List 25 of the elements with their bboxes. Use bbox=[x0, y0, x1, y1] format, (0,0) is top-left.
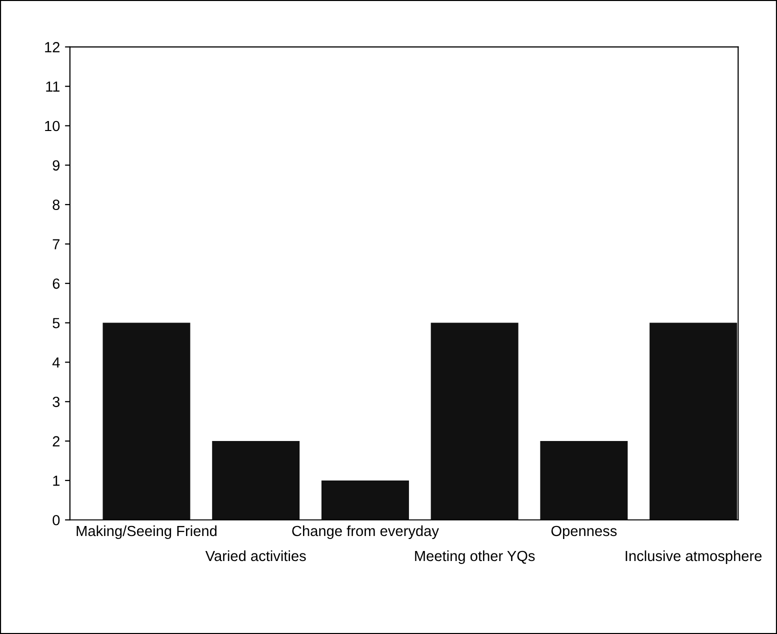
y-tick-label: 12 bbox=[45, 42, 60, 52]
x-tick-label: Change from everyday bbox=[292, 525, 439, 540]
bar bbox=[430, 322, 518, 520]
bar bbox=[650, 322, 738, 520]
y-tick-label: 8 bbox=[52, 200, 60, 210]
y-tick-label: 7 bbox=[52, 239, 60, 250]
x-tick-label: Openness bbox=[551, 526, 617, 540]
y-tick-label: 2 bbox=[52, 436, 60, 446]
x-tick-label: Inclusive atmosphere bbox=[626, 550, 762, 564]
bar bbox=[102, 322, 190, 520]
y-tick-label: 1 bbox=[53, 476, 60, 486]
x-tick-label: Meeting other YQs bbox=[415, 550, 535, 564]
bar bbox=[321, 480, 409, 520]
y-tick-label: 6 bbox=[52, 278, 60, 289]
y-tick-label: 3 bbox=[52, 396, 60, 408]
bar bbox=[540, 441, 628, 520]
y-tick-label: 0 bbox=[52, 514, 60, 526]
y-tick-label: 10 bbox=[45, 120, 60, 132]
y-tick-label: 4 bbox=[52, 357, 60, 368]
x-tick-label: Varied activities bbox=[205, 550, 306, 562]
y-tick-label: 9 bbox=[52, 160, 60, 171]
y-tick-label: 11 bbox=[46, 82, 60, 92]
y-tick-label: 5 bbox=[52, 318, 60, 328]
x-tick-label: Making/Seeing Friend bbox=[76, 525, 216, 540]
bar bbox=[212, 441, 300, 520]
